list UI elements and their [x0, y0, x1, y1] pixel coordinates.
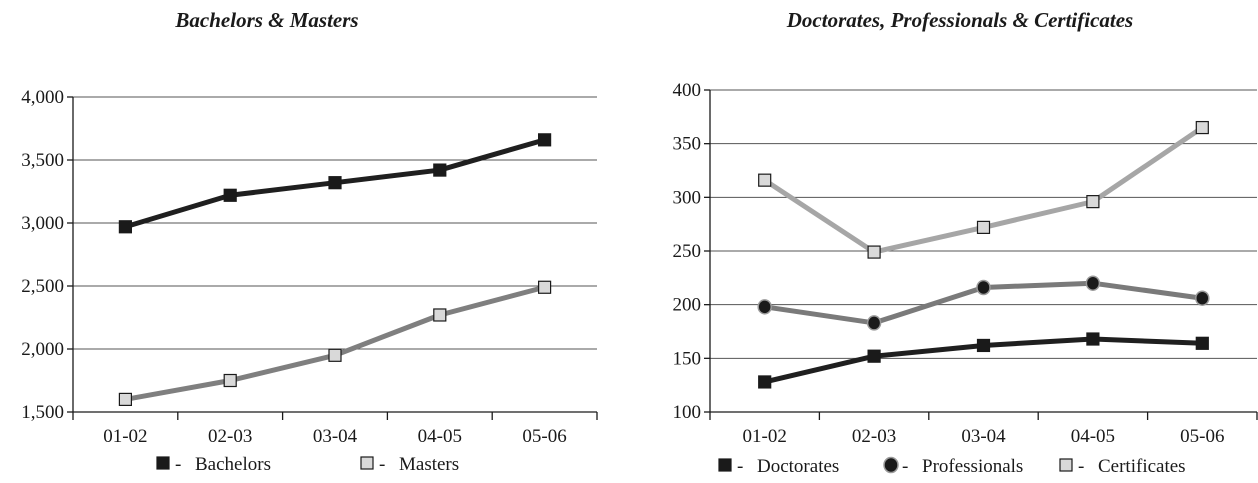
data-point [118, 220, 133, 234]
series-line [124, 284, 546, 402]
x-tick-label: 03-04 [961, 426, 1006, 447]
x-tick-label: 03-04 [313, 426, 358, 447]
legend-item-masters: - Masters [360, 454, 459, 475]
data-point [1086, 332, 1100, 346]
x-tick-label: 05-06 [522, 426, 566, 447]
legend-swatch [360, 456, 374, 470]
legend-item-certificates: - Certificates [1059, 456, 1186, 477]
data-point [118, 392, 133, 406]
data-point [537, 280, 552, 294]
series-professionals [757, 275, 1210, 331]
data-point [433, 308, 447, 322]
legend-swatch [1059, 458, 1073, 472]
y-tick-label: 2,500 [21, 276, 64, 297]
y-tick-label: 400 [673, 80, 702, 101]
x-tick-label: 02-03 [208, 426, 252, 447]
legend-separator: - [175, 454, 181, 475]
x-tick-label: 01-02 [103, 426, 147, 447]
y-tick-label: 4,000 [21, 87, 64, 108]
series-certificates [758, 120, 1209, 259]
data-point [1086, 195, 1100, 209]
data-point [1195, 120, 1209, 135]
data-point [976, 279, 991, 296]
legend-swatch [718, 458, 732, 472]
data-point [328, 176, 342, 190]
data-point [866, 315, 882, 331]
data-point [867, 245, 881, 259]
x-tick-label: 02-03 [852, 426, 896, 447]
data-point [328, 348, 342, 362]
x-tick-label: 04-05 [418, 426, 462, 447]
legend-item-doctorates: - Doctorates [718, 456, 839, 477]
data-point [223, 188, 237, 202]
x-tick-label: 01-02 [743, 426, 787, 447]
x-tick-label: 05-06 [1180, 426, 1224, 447]
y-tick-label: 200 [673, 295, 702, 316]
data-point [976, 338, 991, 353]
data-point [758, 173, 772, 187]
data-point [433, 163, 447, 177]
legend-label: Bachelors [195, 454, 271, 475]
y-tick-label: 3,500 [21, 150, 64, 171]
legend-swatch [883, 456, 899, 474]
y-tick-label: 350 [673, 134, 702, 155]
y-tick-label: 150 [673, 348, 702, 369]
legend-label: Masters [399, 454, 459, 475]
series-masters [118, 280, 552, 406]
legend-swatch [156, 456, 170, 470]
y-tick-label: 2,000 [21, 339, 64, 360]
data-point [976, 220, 991, 234]
legend-label: Certificates [1098, 456, 1186, 477]
data-point [867, 349, 881, 363]
legend-separator: - [1078, 456, 1084, 477]
y-tick-label: 250 [673, 241, 702, 262]
series-bachelors [118, 133, 552, 234]
data-point [537, 133, 552, 147]
data-point [223, 373, 237, 388]
chart-1: Bachelors & Masters 1,500 2,000 2,500 3,000 3… [21, 8, 598, 475]
chart-title: Doctorates, Professionals & Certificates [786, 8, 1133, 32]
data-point [758, 375, 772, 389]
chart-2: Doctorates, Professionals & Certificates… [673, 8, 1258, 477]
legend-separator: - [737, 456, 743, 477]
y-tick-label: 100 [673, 402, 702, 423]
data-point [1195, 290, 1210, 306]
y-tick-label: 1,500 [21, 402, 64, 423]
series-doctorates [758, 332, 1209, 389]
data-point [757, 299, 772, 315]
x-tick-label: 04-05 [1071, 426, 1115, 447]
y-tick-label: 3,000 [21, 213, 64, 234]
data-point [1195, 336, 1209, 350]
data-point [1085, 275, 1101, 291]
legend-label: Doctorates [757, 456, 839, 477]
legend-separator: - [379, 454, 385, 475]
legend-item-professionals: - Professionals [883, 456, 1023, 477]
legend-separator: - [902, 456, 908, 477]
y-tick-label: 300 [673, 187, 702, 208]
legend-item-bachelors: - Bachelors [156, 454, 271, 475]
legend-label: Professionals [922, 456, 1023, 477]
chart-title: Bachelors & Masters [174, 8, 358, 32]
